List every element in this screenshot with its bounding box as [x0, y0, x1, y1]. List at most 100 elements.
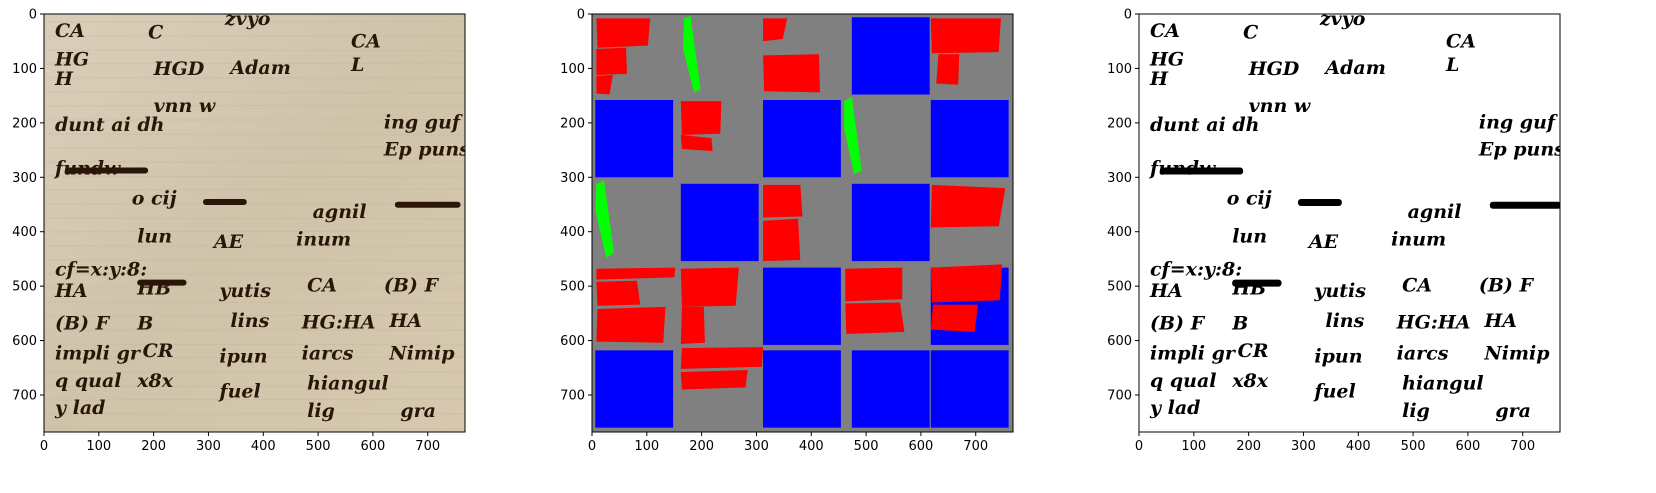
x-tick-label: 0: [588, 439, 596, 454]
x-tick-label: 500: [306, 439, 331, 454]
ink-mark: ipun: [219, 345, 267, 367]
blue-tile: [930, 99, 1009, 178]
ink-mark: lun: [137, 226, 172, 248]
x-tick-label: 200: [1236, 439, 1261, 454]
ink-mark: cf=x:y:8:: [55, 258, 147, 280]
ink-mark: CA: [351, 31, 381, 53]
ink-mark: HG: [1149, 49, 1184, 71]
ink-mark: x8x: [136, 370, 174, 392]
ink-mark: HGD: [153, 58, 205, 80]
parchment-fibre: [44, 62, 465, 65]
ink-mark: inum: [296, 228, 351, 250]
ink-mark: (B) F: [55, 313, 111, 335]
y-tick-label: 700: [1107, 388, 1132, 403]
ink-mark: o cij: [132, 187, 177, 209]
y-tick-label: 100: [1107, 62, 1132, 77]
ink-mark: lins: [1325, 310, 1364, 332]
ink-mark: CR: [1238, 340, 1269, 362]
parchment-fibre: [44, 104, 465, 107]
red-region: [596, 47, 628, 75]
x-tick-label: 700: [963, 439, 988, 454]
ink-mark: B: [1231, 313, 1248, 335]
ink-mark: HGD: [1248, 58, 1300, 80]
blue-tile: [851, 350, 930, 428]
axes-frame: [1138, 13, 1561, 433]
x-tick-label: 0: [40, 439, 48, 454]
ink-mark: B: [136, 313, 153, 335]
parchment-fibre: [44, 49, 465, 52]
blue-tile: [595, 350, 674, 428]
red-region: [596, 18, 651, 48]
red-region: [930, 18, 1001, 54]
blue-tile: [763, 267, 841, 345]
y-tick-label: 600: [1107, 334, 1132, 349]
ink-mark: zvyo: [224, 8, 271, 30]
ink-stroke: [1297, 199, 1342, 207]
ink-mark: Ep puns: [383, 139, 470, 161]
x-tick-label: 600: [908, 439, 933, 454]
y-tick-label: 400: [560, 225, 585, 240]
ink-mark: CA: [1402, 275, 1432, 297]
y-tick-label: 0: [1124, 8, 1132, 23]
x-tick-label: 300: [1291, 439, 1316, 454]
ink-mark: fuel: [217, 381, 260, 403]
x-tick-label: 100: [86, 439, 111, 454]
ink-stroke: [1160, 167, 1244, 175]
ink-mark: agnil: [313, 201, 367, 223]
ink-stroke: [1489, 201, 1560, 209]
parchment-fibre: [44, 230, 465, 233]
ink-mark: CA: [1150, 20, 1180, 42]
red-region: [930, 304, 978, 332]
ink-stroke: [394, 201, 461, 208]
y-tick-label: 600: [12, 334, 37, 349]
y-tick-label: 200: [12, 116, 37, 131]
ink-mark: Adam: [228, 57, 290, 79]
ink-mark: vnn w: [1249, 95, 1311, 117]
ink-mark: yutis: [218, 280, 271, 302]
parchment-fibre: [44, 272, 465, 275]
ink-stroke: [1232, 279, 1282, 287]
parchment-fibre: [44, 91, 465, 94]
x-tick-label: 600: [1455, 439, 1480, 454]
y-tick-label: 200: [560, 116, 585, 131]
red-region: [763, 184, 803, 218]
y-tick-label: 500: [560, 280, 585, 295]
x-tick-label: 700: [1510, 439, 1535, 454]
blue-tile: [763, 350, 841, 428]
ink-mark: hiangul: [307, 373, 388, 395]
ink-mark: HG: [54, 49, 89, 71]
ink-stroke: [137, 279, 187, 286]
parchment-fibre: [44, 188, 465, 191]
binarized-background: [1139, 14, 1560, 432]
x-tick-label: 400: [251, 439, 276, 454]
ink-mark: (B) F: [1479, 275, 1535, 297]
red-region: [596, 74, 613, 95]
ink-mark: HA: [1483, 310, 1517, 332]
parchment-fibre: [44, 259, 465, 262]
x-tick-label: 400: [799, 439, 824, 454]
red-region: [680, 101, 722, 135]
ink-mark: cf=x:y:8:: [1150, 258, 1242, 280]
ink-stroke: [65, 167, 149, 174]
ink-mark: HA: [54, 280, 88, 302]
ink-mark: H: [1149, 68, 1169, 90]
ink-mark: CR: [143, 340, 174, 362]
red-region: [680, 267, 739, 307]
ink-mark: AE: [1307, 231, 1339, 253]
ink-mark: ing guf: [384, 111, 463, 133]
red-region: [930, 184, 1006, 228]
x-tick-label: 300: [744, 439, 769, 454]
x-tick-label: 600: [360, 439, 385, 454]
parchment-background: [44, 14, 465, 432]
ink-mark: Nimip: [1483, 343, 1550, 365]
x-tick-label: 400: [1346, 439, 1371, 454]
ink-mark: Adam: [1323, 57, 1385, 79]
ink-mark: HA: [388, 310, 422, 332]
ink-mark: agnil: [1408, 201, 1462, 223]
ink-mark: (B) F: [384, 275, 440, 297]
blue-tile: [851, 17, 930, 95]
blue-tile: [595, 99, 674, 178]
ink-mark: lig: [1402, 400, 1430, 422]
